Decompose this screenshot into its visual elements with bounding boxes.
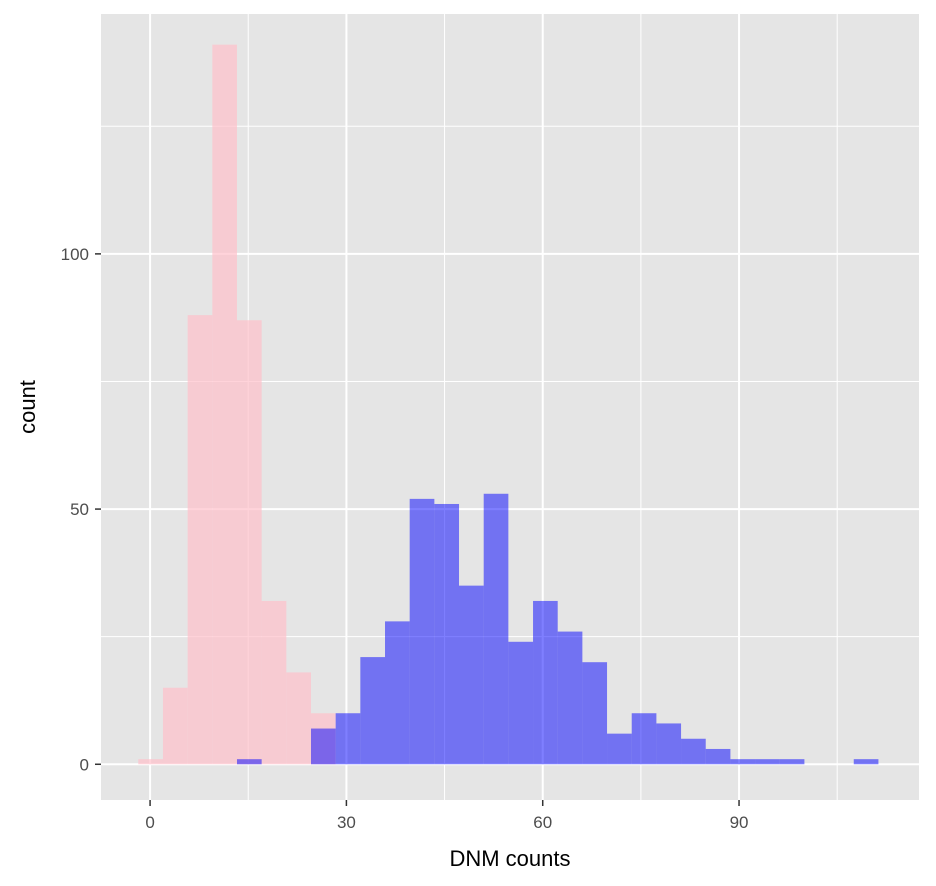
histogram-bar	[533, 600, 558, 765]
y-tick-label: 50	[70, 500, 89, 519]
histogram-bar	[681, 738, 706, 765]
histogram-bar	[779, 759, 805, 765]
histogram-bar	[483, 493, 509, 765]
histogram-bar	[853, 759, 879, 765]
histogram-bar	[459, 585, 484, 765]
histogram-bar	[409, 498, 435, 765]
histogram-bar	[434, 503, 460, 765]
y-axis: 0 50 100	[61, 245, 101, 774]
histogram-bar	[138, 759, 163, 765]
histogram-bar	[162, 687, 188, 765]
histogram-bar	[631, 713, 657, 765]
histogram-bar	[656, 723, 682, 765]
histogram-bar	[730, 759, 756, 765]
histogram-bar	[607, 733, 632, 765]
y-tick-label: 0	[80, 755, 89, 774]
histogram-bar	[236, 320, 262, 765]
histogram-bar	[236, 759, 262, 765]
histogram-bar	[508, 641, 534, 765]
histogram-bar	[360, 657, 386, 765]
y-axis-title: count	[15, 380, 40, 434]
histogram-bar	[212, 44, 237, 765]
y-tick-label: 100	[61, 245, 89, 264]
histogram-bar	[261, 600, 287, 765]
histogram-bar	[705, 748, 731, 765]
histogram-bar	[385, 621, 410, 765]
histogram-bar	[187, 315, 213, 765]
histogram-bar	[310, 728, 336, 765]
x-tick-label: 90	[730, 813, 749, 832]
x-axis-title: DNM counts	[449, 846, 570, 871]
series-blue-bars	[236, 493, 879, 765]
x-tick-label: 30	[337, 813, 356, 832]
histogram-bar	[755, 759, 780, 765]
histogram-bar	[335, 713, 361, 765]
x-tick-label: 60	[533, 813, 552, 832]
histogram-bar	[557, 631, 583, 765]
histogram-bar	[286, 672, 311, 765]
x-axis: 0 30 60 90	[145, 800, 749, 832]
histogram-bar	[582, 662, 608, 765]
x-tick-label: 0	[145, 813, 154, 832]
